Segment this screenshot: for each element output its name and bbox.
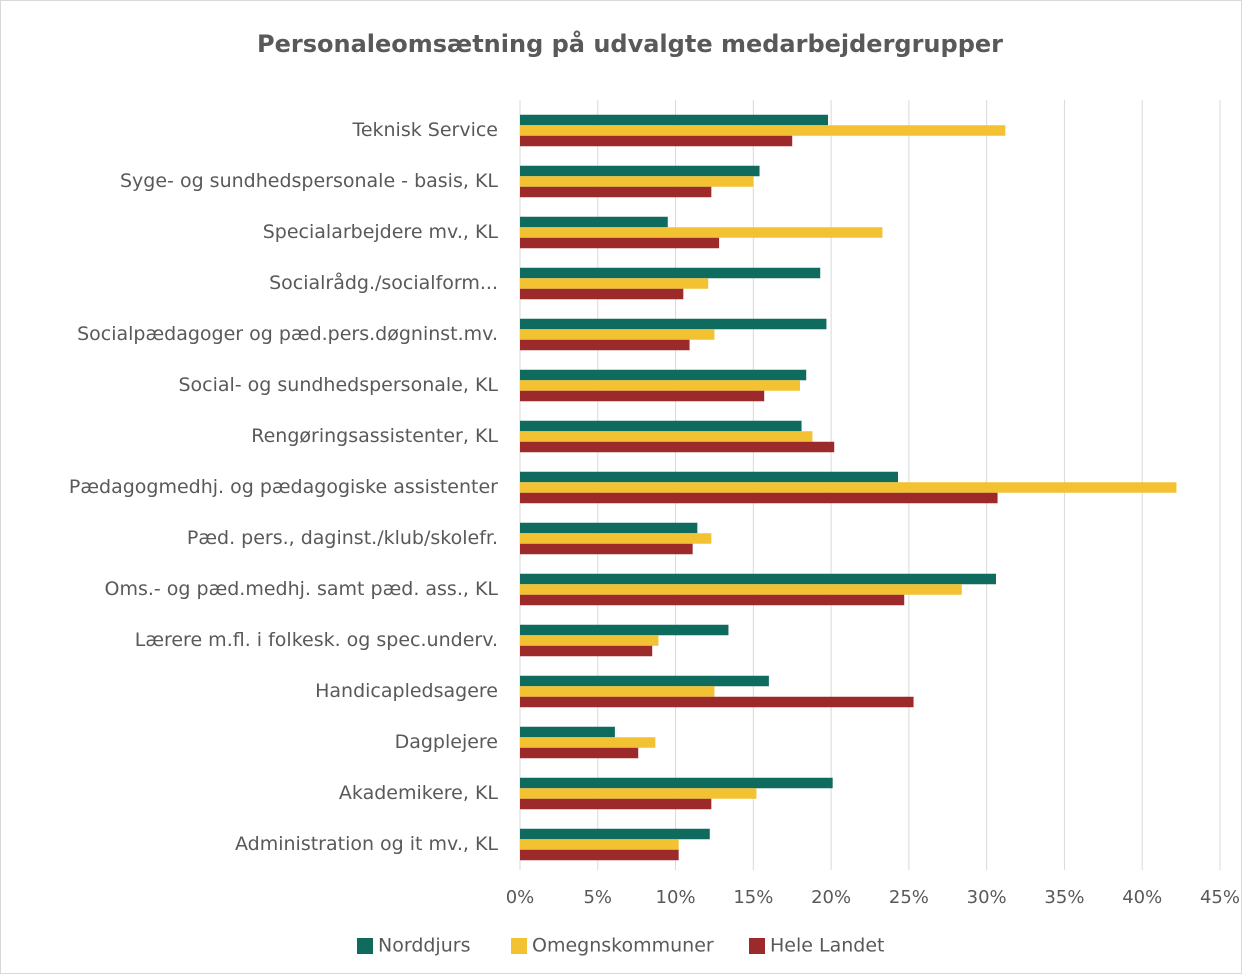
y-tick-label: Pæd. pers., daginst./klub/skolefr.: [187, 527, 498, 549]
x-tick-label: 40%: [1122, 887, 1162, 908]
x-tick-label: 10%: [656, 887, 696, 908]
bar: [520, 186, 712, 198]
bar: [520, 176, 754, 187]
bar: [520, 828, 710, 840]
legend-label: Norddjurs: [378, 935, 470, 957]
bar: [520, 624, 729, 636]
chart-title: Personaleomsætning på udvalgte medarbejd…: [257, 29, 1003, 58]
bar: [520, 278, 709, 289]
y-tick-label: Social- og sundhedspersonale, KL: [178, 374, 498, 396]
y-tick-label: Specialarbejdere mv., KL: [263, 221, 499, 243]
y-tick-label: Socialpædagoger og pæd.pers.døgninst.mv.: [77, 323, 498, 345]
legend-swatch: [511, 938, 527, 954]
y-tick-label: Handicapledsagere: [315, 680, 498, 702]
bar: [520, 839, 679, 850]
y-tick-label: Socialrådg./socialform...: [269, 271, 498, 294]
y-tick-label: Rengøringsassistenter, KL: [251, 425, 498, 447]
bar: [520, 573, 996, 585]
bar: [520, 114, 828, 126]
bar: [520, 318, 827, 330]
legend-label: Omegnskommuner: [532, 935, 714, 957]
bar: [520, 849, 679, 861]
bar: [520, 420, 802, 432]
bar: [520, 339, 690, 351]
bar: [520, 726, 615, 738]
bar: [520, 492, 998, 504]
bar: [520, 165, 760, 177]
bar: [520, 645, 653, 657]
y-tick-label: Dagplejere: [395, 731, 498, 753]
legend-label: Hele Landet: [770, 935, 884, 957]
x-tick-label: 5%: [583, 887, 612, 908]
bar: [520, 522, 698, 534]
bar: [520, 594, 905, 606]
bar: [520, 737, 656, 748]
y-tick-label: Pædagogmedhj. og pædagogiske assistenter: [69, 476, 498, 498]
bar: [520, 125, 1006, 136]
y-tick-label: Lærere m.fl. i folkesk. og spec.underv.: [135, 629, 498, 651]
bar: [520, 777, 833, 789]
bar: [520, 675, 769, 687]
bar: [520, 369, 807, 381]
bar: [520, 227, 883, 238]
legend-swatch: [749, 938, 765, 954]
bar: [520, 533, 712, 544]
y-tick-label: Teknisk Service: [351, 119, 498, 141]
bar: [520, 696, 914, 708]
bar: [520, 267, 821, 279]
bar: [520, 288, 684, 300]
bar: [520, 431, 813, 442]
x-tick-label: 30%: [967, 887, 1007, 908]
bar: [520, 135, 793, 147]
bar: [520, 798, 712, 810]
x-tick-label: 25%: [889, 887, 929, 908]
y-tick-label: Akademikere, KL: [339, 782, 498, 804]
bar: [520, 471, 898, 483]
bar: [520, 216, 668, 228]
bar: [520, 441, 835, 453]
y-tick-label: Oms.- og pæd.medhj. samt pæd. ass., KL: [105, 578, 499, 600]
bar: [520, 788, 757, 799]
x-tick-label: 0%: [506, 887, 535, 908]
x-tick-label: 45%: [1200, 887, 1240, 908]
bar: [520, 390, 765, 402]
bar: [520, 380, 800, 391]
bar: [520, 329, 715, 340]
bar: [520, 482, 1177, 493]
bar: [520, 635, 659, 646]
bar: [520, 543, 693, 555]
y-tick-label: Administration og it mv., KL: [235, 833, 498, 855]
bar: [520, 686, 715, 697]
legend-swatch: [357, 938, 373, 954]
x-tick-label: 35%: [1044, 887, 1084, 908]
bar: [520, 237, 720, 249]
y-tick-label: Syge- og sundhedspersonale - basis, KL: [120, 170, 498, 192]
x-tick-label: 20%: [811, 887, 851, 908]
bar: [520, 584, 962, 595]
x-tick-label: 15%: [733, 887, 773, 908]
bar: [520, 747, 639, 759]
